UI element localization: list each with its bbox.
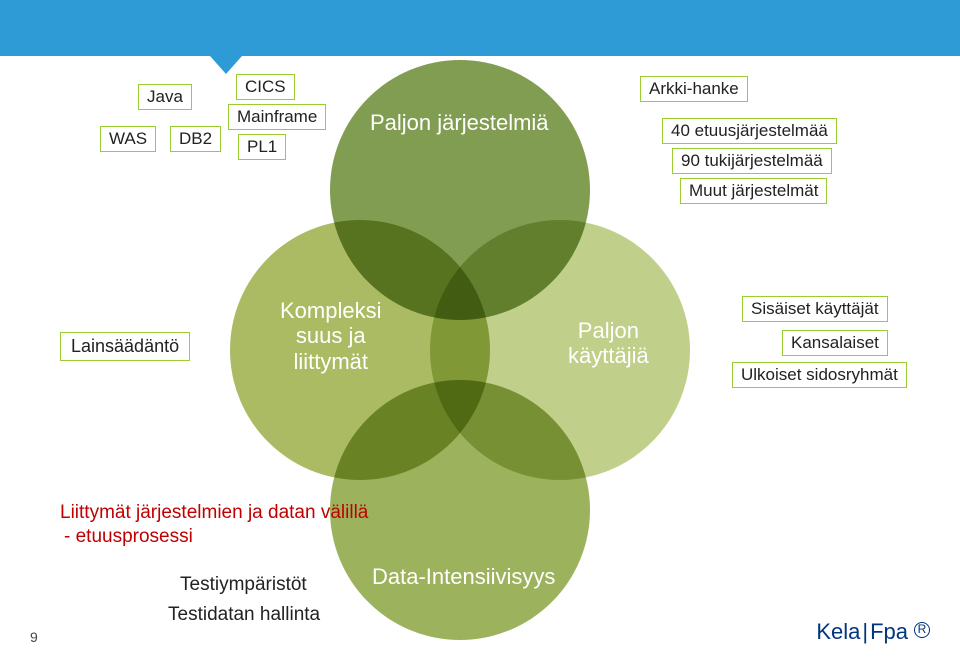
box-tuki: 90 tukijärjestelmää: [672, 148, 832, 174]
box-muut: Muut järjestelmät: [680, 178, 827, 204]
box-sisaiset: Sisäiset käyttäjät: [742, 296, 888, 322]
logo-reg-icon: R: [914, 622, 930, 638]
venn-top-label: Paljon järjestelmiä: [370, 110, 549, 135]
box-pl1: PL1: [238, 134, 286, 160]
logo-left: Kela: [816, 619, 860, 644]
slide-title: Testauksen erityispiirteitä Kelassa: [36, 0, 546, 31]
logo-right: Fpa: [870, 619, 908, 644]
venn-left-label: Kompleksisuus jaliittymät: [280, 298, 381, 374]
box-mainframe: Mainframe: [228, 104, 326, 130]
box-cics: CICS: [236, 74, 295, 100]
text-testidatan: Testidatan hallinta: [168, 604, 320, 626]
box-was: WAS: [100, 126, 156, 152]
kela-logo: Kela|Fpa R: [816, 619, 930, 645]
venn-right-label: Paljonkäyttäjiä: [568, 318, 649, 369]
text-testiymparistot: Testiympäristöt: [180, 574, 307, 596]
logo-sep: |: [862, 619, 868, 644]
venn-bottom-circle: [330, 380, 590, 640]
box-arkki: Arkki-hanke: [640, 76, 748, 102]
box-kansalaiset: Kansalaiset: [782, 330, 888, 356]
venn-bottom-label: Data-Intensiivisyys: [372, 564, 555, 589]
box-lainsaadanto: Lainsäädäntö: [60, 332, 190, 361]
page-number: 9: [30, 629, 38, 645]
text-liittymat-2: - etuusprosessi: [64, 526, 193, 548]
title-callout-tail: [210, 56, 242, 74]
box-ulkoiset: Ulkoiset sidosryhmät: [732, 362, 907, 388]
box-java: Java: [138, 84, 192, 110]
box-etuus: 40 etuusjärjestelmää: [662, 118, 837, 144]
box-db2: DB2: [170, 126, 221, 152]
text-liittymat-1: Liittymät järjestelmien ja datan välillä: [60, 502, 368, 524]
